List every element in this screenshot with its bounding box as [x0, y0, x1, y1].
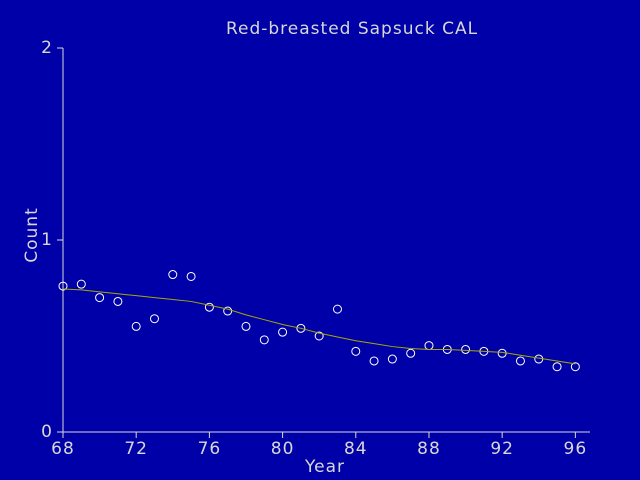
data-point: [131, 321, 141, 331]
data-point: [259, 335, 269, 345]
x-axis-label: Year: [304, 457, 345, 477]
data-point: [515, 356, 525, 366]
data-point: [223, 306, 233, 316]
data-point: [314, 331, 324, 341]
data-point: [168, 270, 178, 280]
x-tick-label: 84: [344, 439, 368, 459]
data-point: [570, 362, 580, 372]
trend-line: [62, 288, 576, 365]
data-point: [58, 281, 68, 291]
x-tick-label: 72: [124, 439, 148, 459]
data-point: [332, 304, 342, 314]
data-point: [149, 314, 159, 324]
x-tick-label: 96: [564, 439, 588, 459]
x-tick-label: 92: [490, 439, 514, 459]
data-point: [461, 344, 471, 354]
data-point: [351, 346, 361, 356]
chart-title: Red-breasted Sapsuck CAL: [226, 19, 478, 39]
y-tick-label: 1: [41, 230, 53, 250]
x-tick-label: 88: [417, 439, 441, 459]
data-point: [278, 327, 288, 337]
data-point: [186, 271, 196, 281]
y-tick-label: 0: [41, 422, 53, 442]
data-point: [387, 354, 397, 364]
data-point: [241, 321, 251, 331]
data-point: [76, 279, 86, 289]
x-tick-label: 68: [51, 439, 75, 459]
data-point: [406, 348, 416, 358]
y-axis-label: Count: [22, 207, 42, 263]
data-point: [95, 293, 105, 303]
data-point: [552, 362, 562, 372]
data-point: [369, 356, 379, 366]
y-tick-label: 2: [41, 38, 53, 58]
x-tick-label: 76: [198, 439, 222, 459]
data-point: [204, 302, 214, 312]
data-point: [296, 323, 306, 333]
data-point: [113, 296, 123, 306]
x-tick-label: 80: [271, 439, 295, 459]
